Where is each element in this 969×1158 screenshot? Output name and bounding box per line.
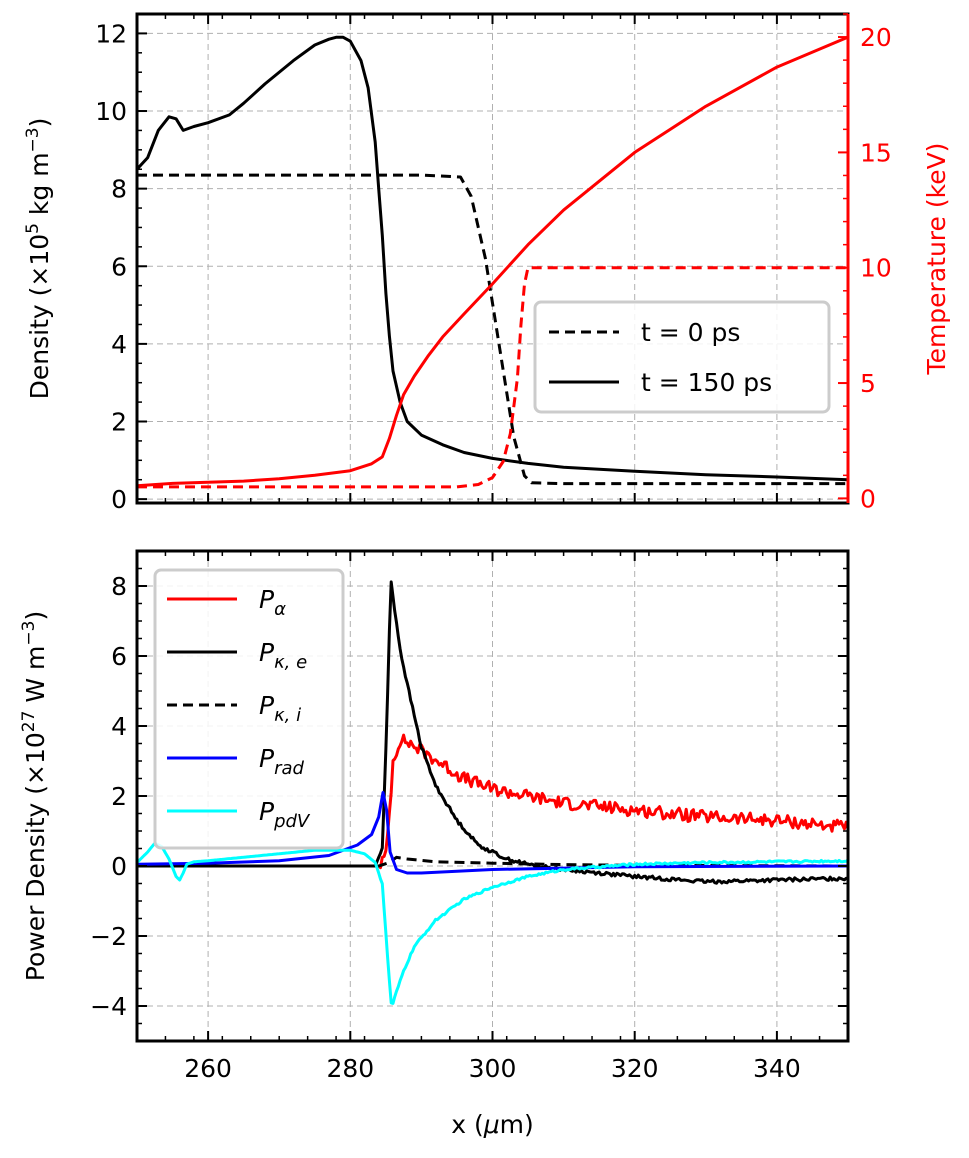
y-ticks: 0 2 4 6 8 10 12 [95,13,147,514]
legend-entry-base: P [259,585,275,614]
y-axis-label-part: kg m [25,152,54,223]
y-tick-label: 12 [95,19,127,48]
grid [137,551,848,1041]
legend-entry-label: Pκ, e [259,638,307,673]
y-tick-label: 2 [111,782,127,811]
y-tick-label: 8 [111,175,127,204]
power-density-panel: 260 280 300 320 340 −4 −2 0 2 4 6 8 Power Density (×… [19,549,850,1139]
y-axis-label-part: ) [21,611,50,621]
y-tick-label: 2 [111,408,127,437]
x-tick-label: 320 [611,1054,659,1083]
x-tick-label: 260 [184,1054,232,1083]
y-tick-label: −2 [90,922,127,951]
y-axis-label-sup: 27 [19,711,39,733]
x-tick-label: 340 [753,1054,801,1083]
x-ticks: 260 280 300 320 340 [136,551,849,1083]
legend-box [533,300,831,414]
series-group [137,580,848,1005]
y-axis-label-part: ) [25,118,54,128]
legend-entry-label: Pκ, i [259,691,301,726]
x-axis-label: x (μm) [451,1110,534,1139]
legend-entry-sub: κ, i [274,705,301,726]
x-axis-label-part: m) [500,1110,534,1139]
y2-axis-label: Temperature (keV) [922,143,951,376]
y2-tick-label: 20 [860,23,892,52]
y-tick-label: 0 [111,485,127,514]
legend-entry-label: Prad [259,744,305,779]
series-line-density-0 [137,173,848,486]
series-line-P_pdV-4 [137,841,848,1005]
y-tick-label: 8 [111,572,127,601]
y-tick-label: 6 [111,252,127,281]
legend-entry-base: P [259,744,275,773]
y2-tick-label: 5 [860,369,876,398]
y2-ticks: 0 5 10 15 20 [838,13,892,513]
legend-entry-base: P [259,691,275,720]
legend-entry-label: Pα [259,585,286,620]
legend-entry-sub: κ, e [274,652,307,673]
y-tick-label: −4 [90,992,127,1021]
y-axis-label-part: Density (×10 [25,234,54,400]
series-line-density-1 [137,35,848,482]
legend: t = 0 ps t = 150 ps [533,300,831,414]
y-axis-label: Density (×105 kg m−3) [23,118,54,400]
legend-entry-sub: pdV [273,811,311,832]
legend-entry-label: t = 0 ps [641,318,740,347]
series-line-P_kappa_i-2 [137,855,848,868]
series-line-temperature-3 [137,35,848,488]
series-line-P_rad-3 [137,791,848,875]
legend-entry-base: P [259,638,275,667]
y-tick-label: 4 [111,712,127,741]
legend-entry-base: P [259,797,275,826]
y2-tick-label: 15 [860,138,892,167]
x-axis-label-mu: μ [483,1110,500,1139]
y-tick-label: 0 [111,852,127,881]
y2-tick-label: 0 [860,484,876,513]
series-group [137,35,848,489]
y-axis-label-part: W m [21,646,50,711]
y-axis-label-sup: −3 [19,621,39,646]
legend-entry-sub: α [274,599,286,620]
y-tick-label: 4 [111,330,127,359]
density-temperature-panel: 0 2 4 6 8 10 12 0 5 10 15 20 Temperature (keV) Densit… [23,12,951,514]
legend-entry-sub: rad [274,758,304,779]
legend-entry-label: PpdV [259,797,311,832]
y-axis-label: Power Density (×1027 W m−3) [19,611,50,981]
y-axis-label-part: Power Density (×10 [21,732,50,981]
y-ticks: −4 −2 0 2 4 6 8 [90,550,848,1042]
y-tick-label: 10 [95,97,127,126]
x-axis-label-part: x ( [451,1110,484,1139]
x-tick-label: 280 [326,1054,374,1083]
y-axis-label-sup: 5 [23,223,43,234]
y-tick-label: 6 [111,642,127,671]
legend-entry-label: t = 150 ps [641,368,772,397]
y2-tick-label: 10 [860,254,892,283]
legend-box [153,568,345,850]
y-axis-label-sup: −3 [23,127,43,152]
x-tick-label: 300 [469,1054,517,1083]
series-line-temperature-2 [137,266,848,489]
